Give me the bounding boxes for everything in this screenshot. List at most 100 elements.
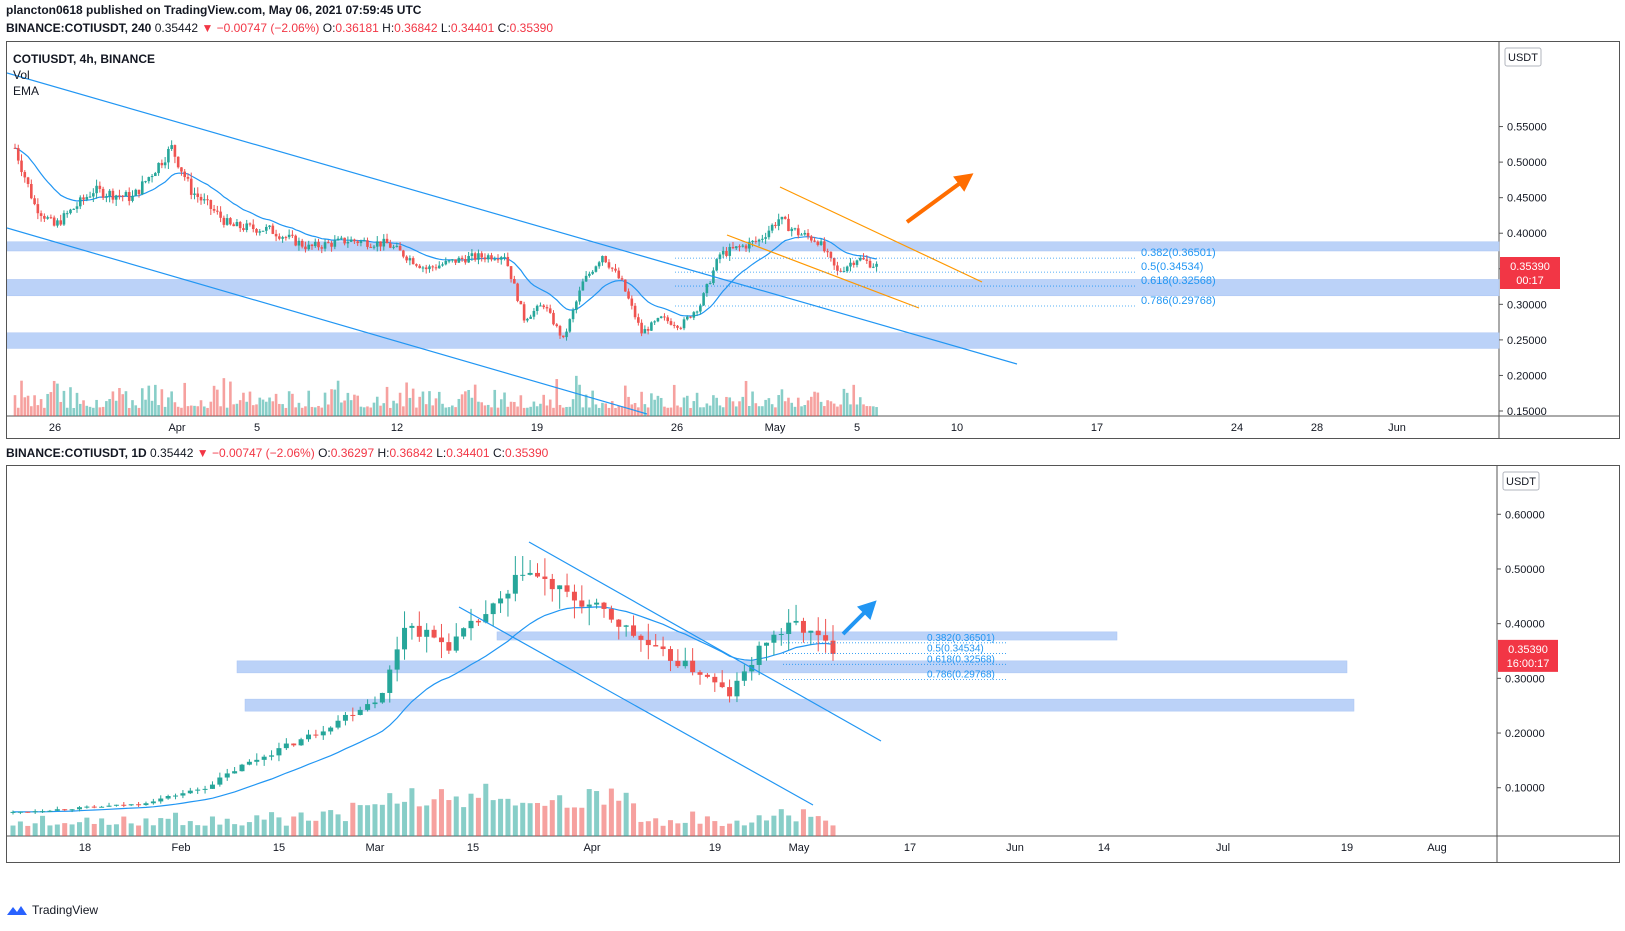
candle-body [725, 250, 728, 256]
x-tick-label: Apr [583, 842, 600, 854]
candle-body [137, 189, 141, 195]
candle-body [105, 196, 108, 198]
candle-body [124, 192, 128, 197]
candle-body [187, 790, 193, 794]
candle-body [604, 256, 608, 263]
volume-bar [578, 384, 581, 416]
top-chart-svg[interactable]: 0.382(0.36501) 0.5(0.34534) 0.618(0.32568)… [7, 42, 1619, 438]
candle-body [764, 237, 767, 239]
candle-body [291, 743, 297, 746]
candle-body [163, 162, 167, 166]
volume-bar [607, 407, 611, 416]
volume-bar [633, 403, 637, 416]
volume-bar [669, 407, 673, 416]
volume-bar [770, 404, 774, 416]
volume-bar [527, 803, 533, 836]
bottom-chart-panel[interactable]: 0.382(0.36501) 0.5(0.34534) 0.618(0.32568)… [6, 465, 1620, 863]
candle-body [493, 259, 497, 261]
volume-bar [187, 821, 193, 836]
volume-bar [245, 401, 249, 416]
volume-bar [298, 812, 304, 836]
volume-bar [741, 825, 747, 836]
volume-bar [195, 825, 201, 836]
volume-bar [409, 788, 415, 836]
candle-body [75, 206, 79, 209]
volume-bar [823, 406, 826, 416]
volume-bar [113, 824, 119, 836]
volume-bar [202, 825, 208, 836]
candle-body [411, 258, 415, 265]
volume-bar [10, 825, 16, 836]
volume-bar [69, 387, 72, 416]
volume-bar [731, 401, 735, 416]
volume-bar [643, 404, 647, 416]
tradingview-footer[interactable]: TradingView [6, 903, 98, 917]
volume-bar [815, 816, 821, 836]
volume-bar [505, 798, 511, 836]
candle-body [26, 177, 30, 184]
volume-bar [503, 392, 506, 416]
volume-bar [76, 822, 82, 836]
top-chart-panel[interactable]: 0.382(0.36501) 0.5(0.34534) 0.618(0.32568)… [6, 41, 1620, 439]
volume-bar [82, 400, 85, 416]
candle-body [630, 298, 634, 306]
volume-bar [101, 406, 105, 416]
top-legend-ema: EMA [13, 84, 40, 98]
candle-body [771, 634, 777, 643]
top-change: ▼ −0.00747 (−2.06%) [201, 21, 320, 35]
volume-bar [829, 401, 833, 416]
candle-body [353, 239, 356, 242]
candle-body [682, 660, 688, 667]
x-tick-label: 26 [671, 422, 683, 434]
candle-body [830, 640, 836, 654]
volume-bar [453, 796, 459, 836]
volume-bar [653, 818, 659, 836]
volume-bar [56, 383, 59, 416]
volume-bar [242, 392, 245, 416]
candle-body [274, 233, 278, 237]
candle-body [52, 217, 56, 226]
volume-bar [477, 401, 480, 416]
candle-body [754, 240, 758, 242]
candle-body [154, 173, 157, 177]
candle-body [751, 240, 754, 242]
candle-body [780, 216, 784, 220]
volume-bar [627, 396, 630, 416]
top-o-label: O: [322, 21, 336, 35]
candle-body [95, 185, 98, 194]
volume-bar [196, 406, 200, 416]
candle-body [483, 257, 487, 260]
candle-body [568, 319, 572, 332]
volume-bar [862, 404, 865, 416]
candle-body [17, 811, 23, 813]
volume-bar [180, 407, 183, 416]
candle-body [571, 309, 575, 320]
candle-body [503, 256, 506, 258]
volume-bar [255, 404, 258, 416]
volume-bar [261, 819, 267, 836]
candle-body [143, 803, 149, 806]
candle-body [167, 148, 170, 163]
x-tick-label: Aug [1427, 842, 1447, 854]
candle-body [542, 305, 545, 308]
candle-body [490, 255, 493, 260]
candle-body [242, 228, 245, 231]
candle-body [836, 265, 839, 271]
volume-bar [111, 391, 115, 416]
candle-body [581, 281, 585, 291]
candle-body [428, 266, 431, 270]
volume-bar [46, 393, 49, 416]
volume-bar [447, 407, 451, 416]
volume-bar [800, 406, 803, 416]
candle-body [85, 197, 89, 200]
volume-bar [672, 384, 676, 416]
volume-bar [62, 390, 66, 416]
candle-body [434, 267, 438, 269]
bottom-chart-svg[interactable]: 0.382(0.36501)0.5(0.34534)0.618(0.32568)… [7, 466, 1619, 862]
volume-bar [823, 820, 829, 836]
volume-bar [787, 397, 790, 416]
volume-bar [640, 391, 643, 416]
candle-body [561, 335, 565, 338]
candle-body [217, 777, 223, 785]
volume-bar [656, 395, 660, 416]
